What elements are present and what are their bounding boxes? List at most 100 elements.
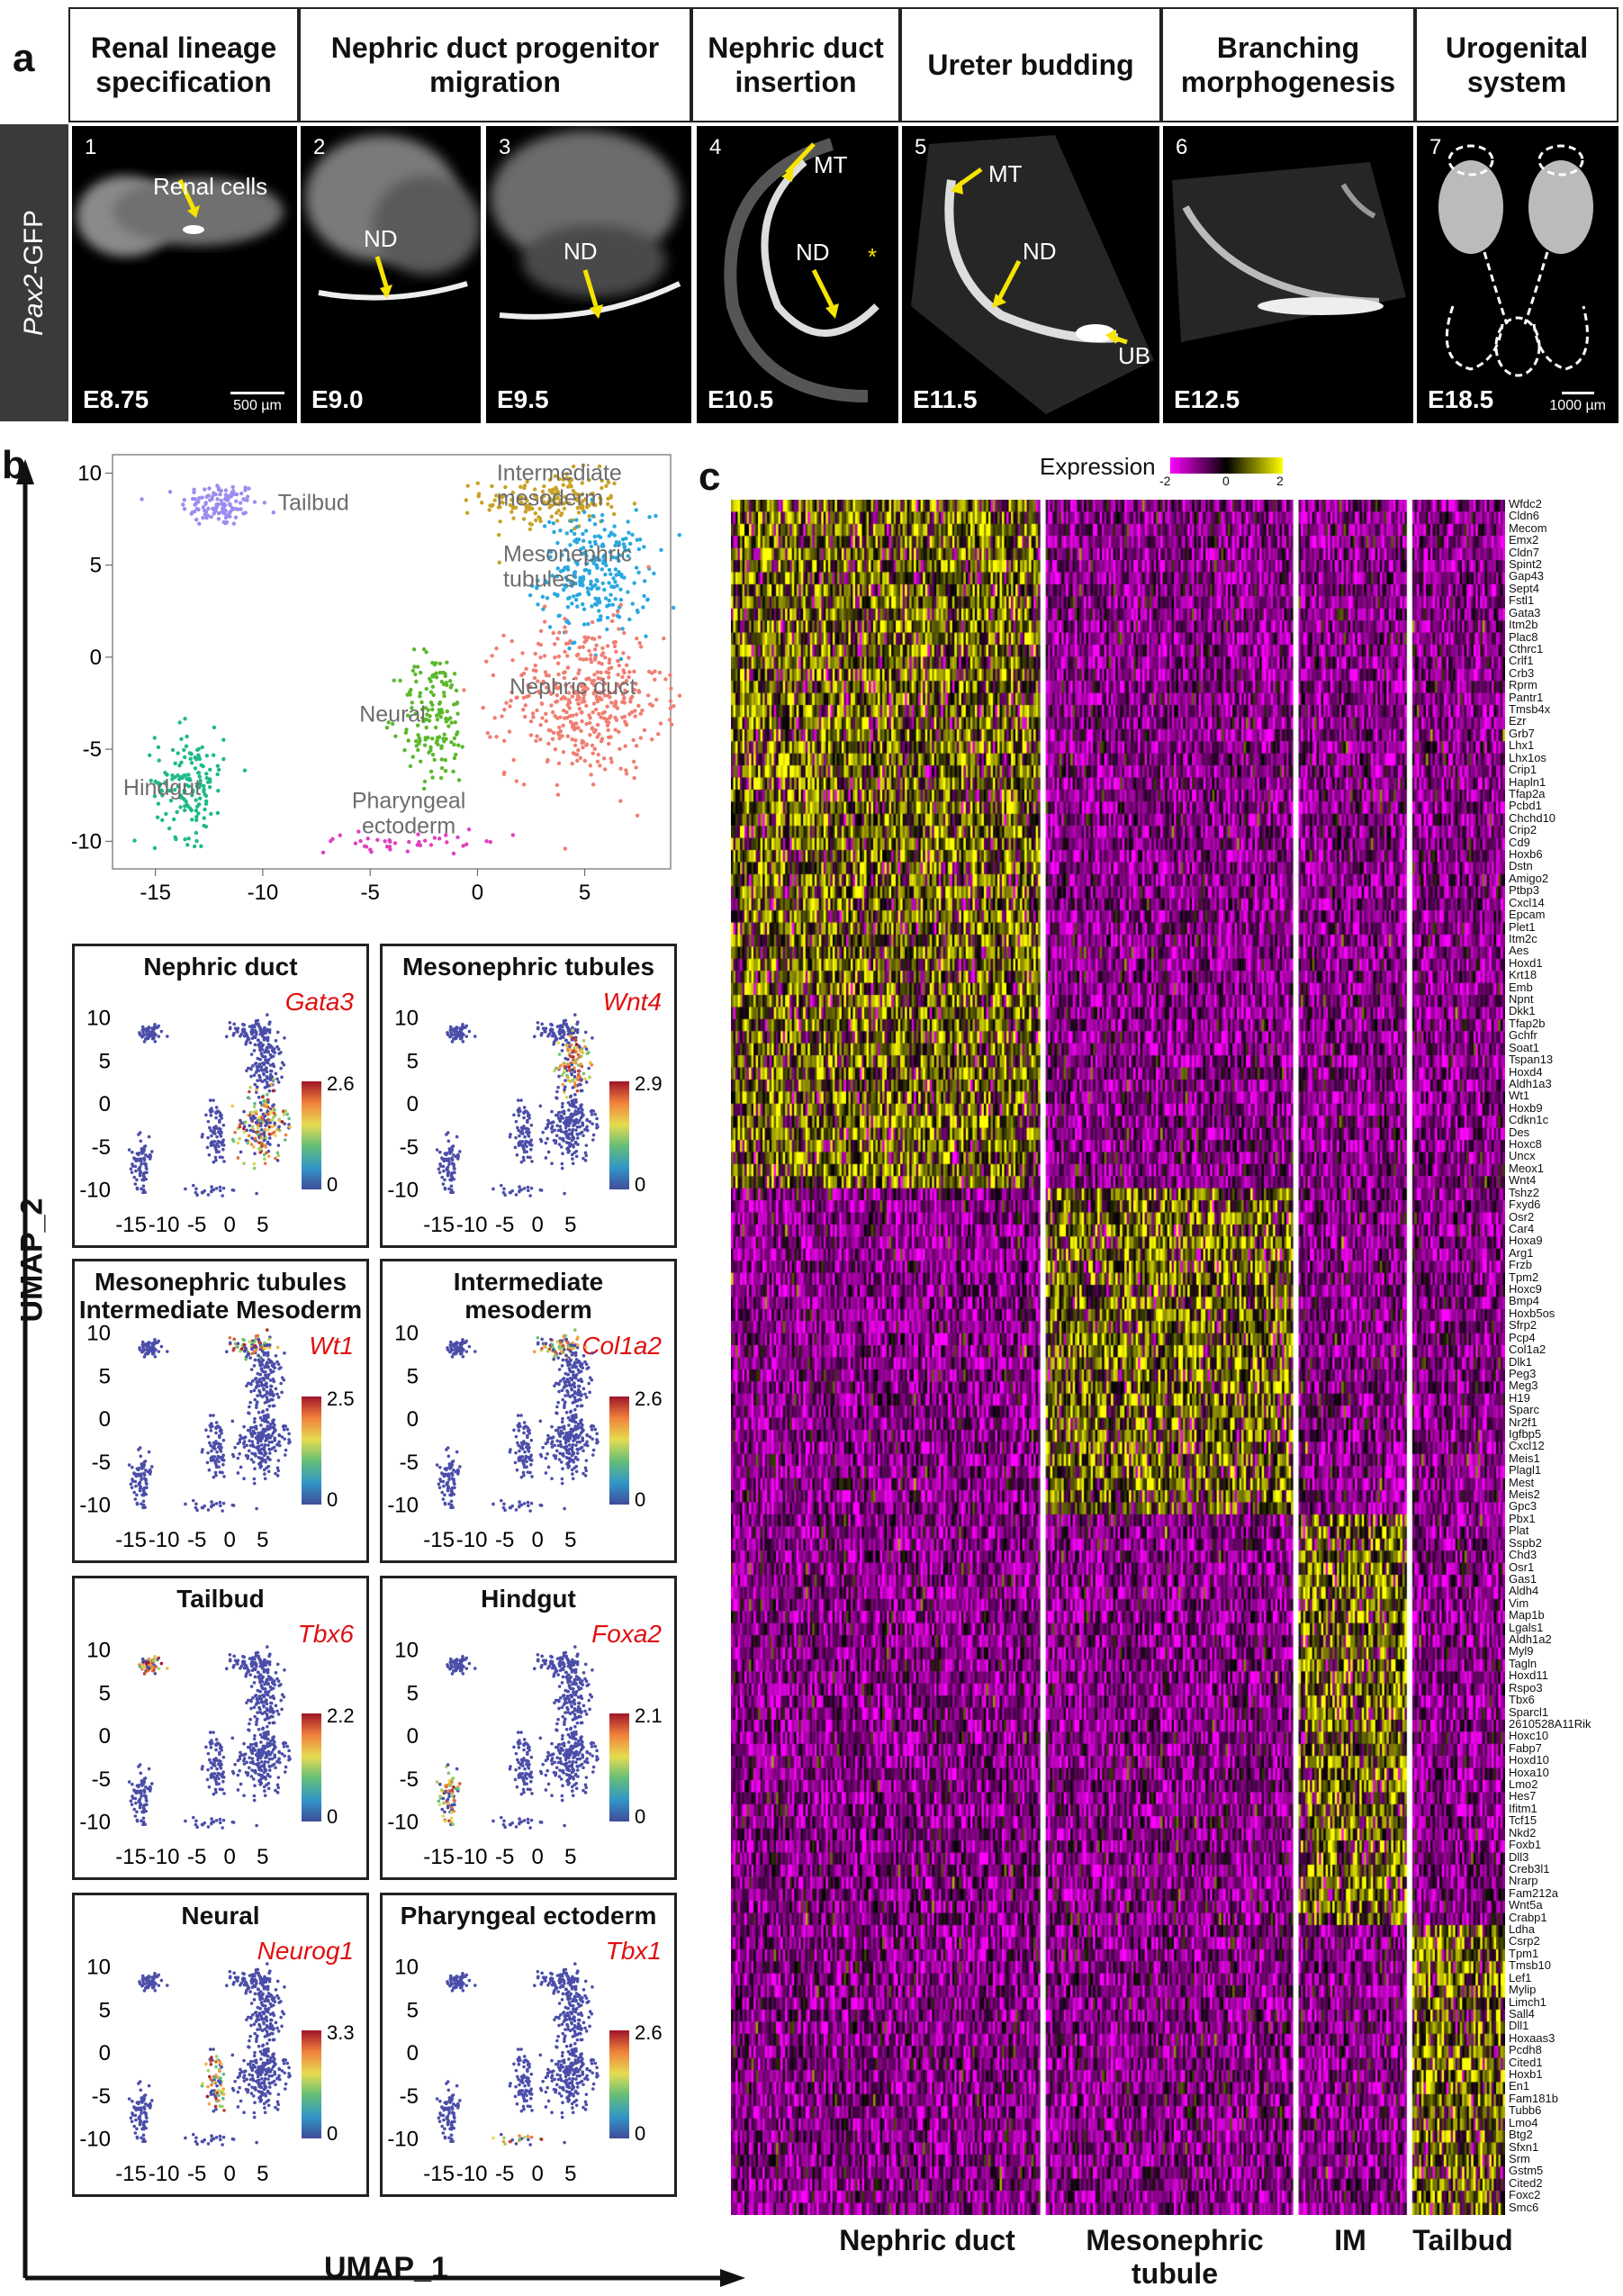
cell-point xyxy=(583,496,588,502)
cell-point xyxy=(551,520,556,526)
cell-point xyxy=(558,498,563,502)
cell-point xyxy=(563,1379,567,1384)
cell-point xyxy=(566,1393,571,1397)
cell-point xyxy=(632,775,636,781)
cell-point xyxy=(263,1114,267,1118)
cell-point xyxy=(153,1033,157,1037)
cell-point xyxy=(279,1051,283,1054)
cell-point xyxy=(584,1362,589,1367)
cell-point xyxy=(214,1790,218,1794)
cell-point xyxy=(239,1121,244,1125)
x-tick-label: -15 xyxy=(423,1213,455,1237)
cell-point xyxy=(627,670,632,674)
cell-point xyxy=(242,1130,247,1134)
cell-point xyxy=(266,1043,271,1046)
cell-point xyxy=(644,634,648,638)
cell-point xyxy=(257,1431,261,1435)
cell-point xyxy=(280,1435,284,1439)
cell-point xyxy=(241,511,246,516)
cell-point xyxy=(268,1379,273,1382)
cell-point xyxy=(592,673,597,677)
cell-point xyxy=(452,1481,456,1486)
cell-point xyxy=(275,1442,279,1447)
cell-point xyxy=(553,655,557,660)
cell-point xyxy=(221,1779,225,1784)
cell-point xyxy=(532,487,537,492)
cell-point xyxy=(522,484,527,488)
cell-point xyxy=(571,1162,575,1165)
cell-point xyxy=(452,672,457,676)
cell-point xyxy=(267,1028,272,1032)
cell-point xyxy=(501,1505,506,1510)
cell-point xyxy=(242,1741,246,1746)
cell-point xyxy=(214,1158,218,1162)
cell-point xyxy=(273,1429,276,1433)
cell-point xyxy=(443,1178,446,1182)
cell-point xyxy=(238,1757,242,1761)
cell-point xyxy=(600,662,604,666)
cell-point xyxy=(533,651,537,656)
cell-point xyxy=(568,1460,572,1463)
cell-point xyxy=(445,1466,449,1470)
cell-point xyxy=(608,695,612,700)
cell-point xyxy=(605,604,609,609)
cell-point xyxy=(519,501,524,505)
cell-point xyxy=(564,547,568,552)
cell-point xyxy=(273,1114,276,1118)
cell-point xyxy=(520,651,525,655)
cell-point xyxy=(265,1706,269,1711)
cell-point xyxy=(264,1144,267,1149)
cell-point xyxy=(274,1387,278,1391)
stage-renal-lineage: Renal lineage specification xyxy=(68,7,299,122)
cell-point xyxy=(618,602,623,608)
cell-point xyxy=(212,1758,217,1763)
cell-point xyxy=(634,508,638,512)
cell-point xyxy=(565,654,570,658)
cell-point xyxy=(517,1141,521,1145)
cell-point xyxy=(532,1667,536,1671)
cell-point xyxy=(590,743,595,748)
cell-point xyxy=(263,1127,267,1132)
cell-point xyxy=(150,1036,155,1041)
cell-point xyxy=(265,1713,269,1716)
cell-point xyxy=(129,1167,133,1171)
cell-point xyxy=(157,1350,161,1353)
cell-point xyxy=(277,1440,281,1444)
cell-point xyxy=(602,693,608,698)
cell-point xyxy=(163,780,167,785)
cell-point xyxy=(575,1028,580,1032)
cell-point xyxy=(149,1154,153,1159)
cell-point xyxy=(256,1711,259,1714)
cell-point xyxy=(609,531,615,536)
cell-point xyxy=(214,1425,218,1430)
cell-point xyxy=(157,1667,161,1670)
cell-point xyxy=(210,1107,213,1110)
cell-point xyxy=(556,1085,560,1089)
cell-point xyxy=(155,781,159,785)
cell-point xyxy=(437,1482,441,1487)
cell-point xyxy=(216,789,221,793)
cell-point xyxy=(253,1397,257,1402)
cell-point xyxy=(252,1350,256,1354)
cell-point xyxy=(583,1360,587,1364)
cell-point xyxy=(560,1705,564,1710)
cell-point xyxy=(508,704,512,709)
cell-point xyxy=(573,690,578,694)
cell-point xyxy=(440,710,445,715)
cell-point xyxy=(197,496,202,501)
cell-point xyxy=(590,726,594,731)
cell-point xyxy=(269,1055,274,1060)
cell-point xyxy=(595,735,600,739)
cell-point xyxy=(170,777,175,782)
cell-point xyxy=(542,619,547,624)
cell-point xyxy=(560,1420,564,1424)
cell-point xyxy=(141,1499,146,1504)
cell-point xyxy=(221,1470,224,1475)
cell-point xyxy=(583,1392,587,1397)
cell-point xyxy=(452,1030,456,1034)
cell-point xyxy=(139,1771,143,1776)
cell-point xyxy=(238,1451,241,1456)
cell-point xyxy=(446,1139,451,1143)
cell-point xyxy=(607,657,612,662)
embryo-e9-0-image xyxy=(305,135,481,301)
